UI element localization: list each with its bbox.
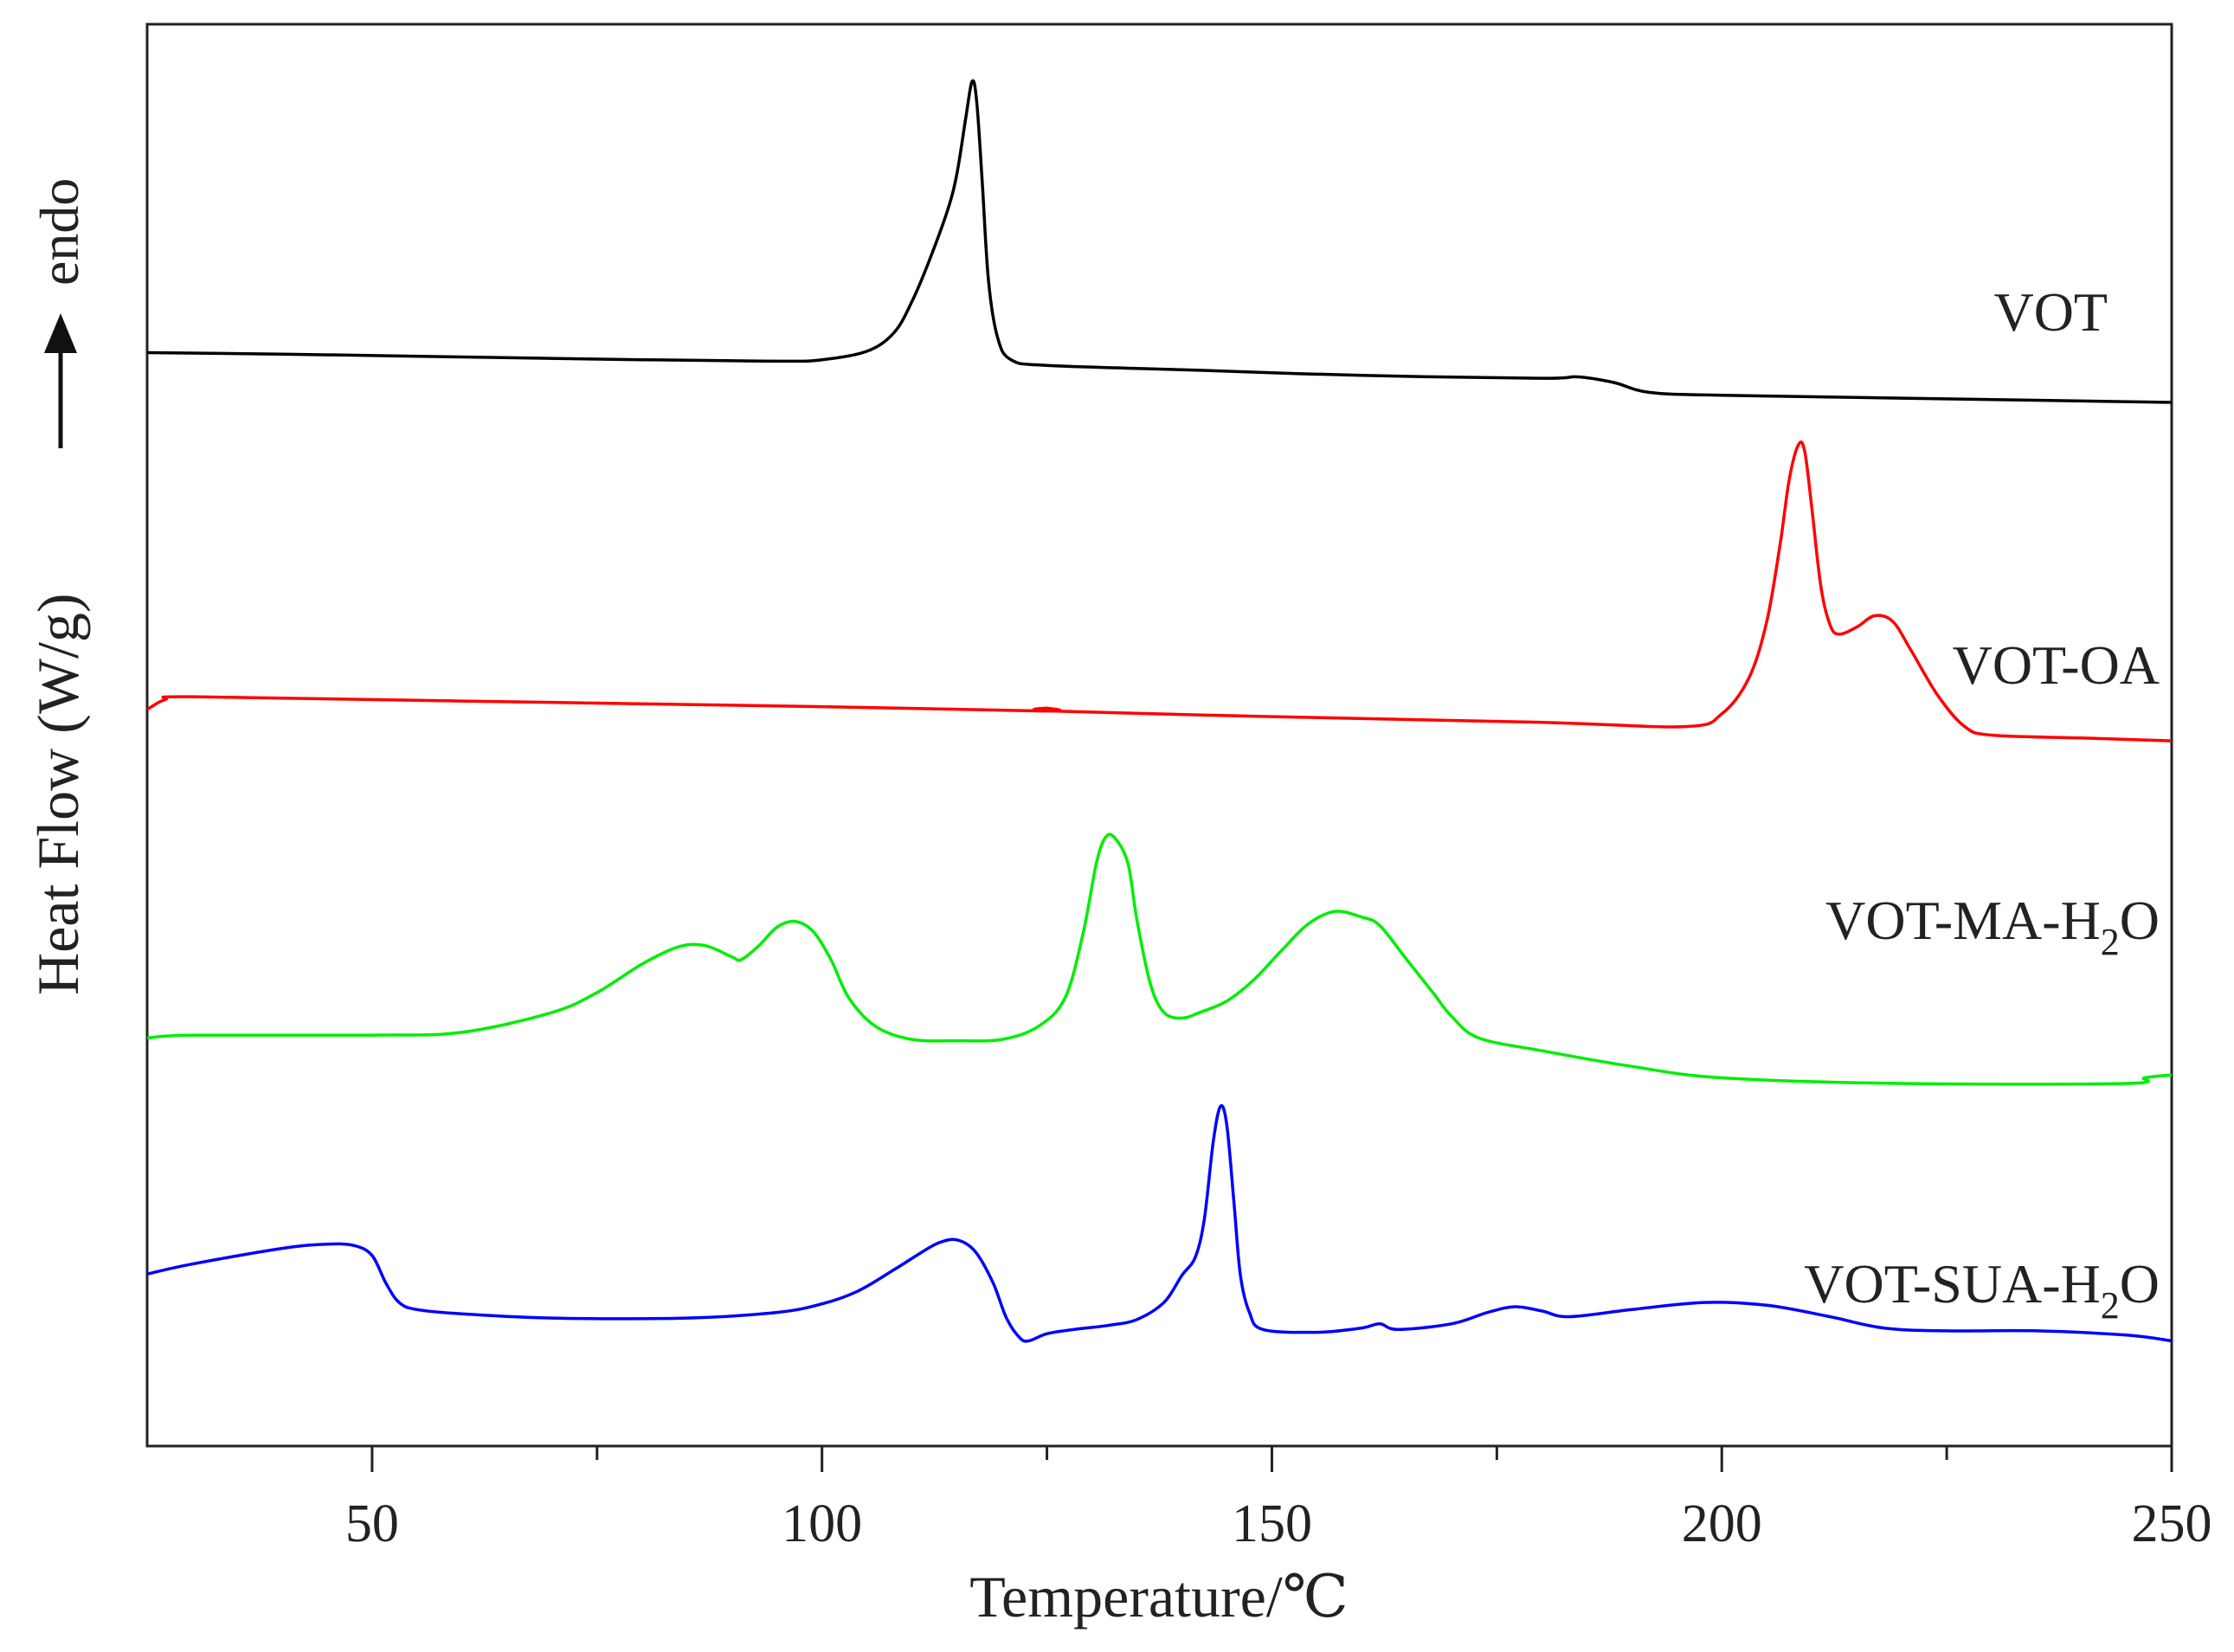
plot-frame xyxy=(145,22,2173,1448)
series-label-vot-sua-h2o-sub: 2 xyxy=(2101,1284,2120,1327)
series-label-vot: VOT xyxy=(1993,281,2108,343)
series-label-vot-ma-h2o-main: VOT-MA-H xyxy=(1825,890,2101,951)
x-axis-ticks xyxy=(370,1446,2173,1472)
series-group xyxy=(146,79,2173,1343)
series-label-vot-ma-h2o: VOT-MA-H2O xyxy=(1825,890,2160,963)
y-axis-label: Heat Flow (W/g) xyxy=(25,593,91,995)
series-label-vot-ma-h2o-sub: 2 xyxy=(2101,921,2120,963)
series-label-vot-sua-h2o: VOT-SUA-H2O xyxy=(1804,1253,2160,1327)
endo-arrow-head xyxy=(44,313,77,353)
endo-label-group: endo xyxy=(29,178,90,286)
x-tick-label-150: 150 xyxy=(1232,1495,1312,1553)
series-label-vot-sua-h2o-main: VOT-SUA-H xyxy=(1804,1253,2101,1315)
series-label-vot-oa: VOT-OA xyxy=(1953,634,2160,696)
series-line-vot-sua-h2o xyxy=(146,1103,2173,1343)
series-line-vot-ma-h2o xyxy=(146,832,2173,1086)
endo-label: endo xyxy=(29,178,90,286)
x-tick-label-250: 250 xyxy=(2132,1495,2212,1553)
y-axis-title: Heat Flow (W/g) xyxy=(25,593,91,995)
endo-arrow xyxy=(44,313,77,448)
series-label-vot-ma-h2o-tail: O xyxy=(2120,890,2160,951)
x-tick-label-200: 200 xyxy=(1682,1495,1762,1553)
series-line-vot-oa xyxy=(146,440,2173,742)
x-tick-label-100: 100 xyxy=(782,1495,862,1553)
x-tick-label-50: 50 xyxy=(345,1495,399,1553)
series-line-vot xyxy=(146,79,2173,404)
x-axis-tick-labels: 50 100 150 200 250 xyxy=(345,1495,2212,1553)
series-label-vot-sua-h2o-tail: O xyxy=(2120,1253,2160,1315)
x-axis-label: Temperature/℃ xyxy=(969,1564,1349,1630)
